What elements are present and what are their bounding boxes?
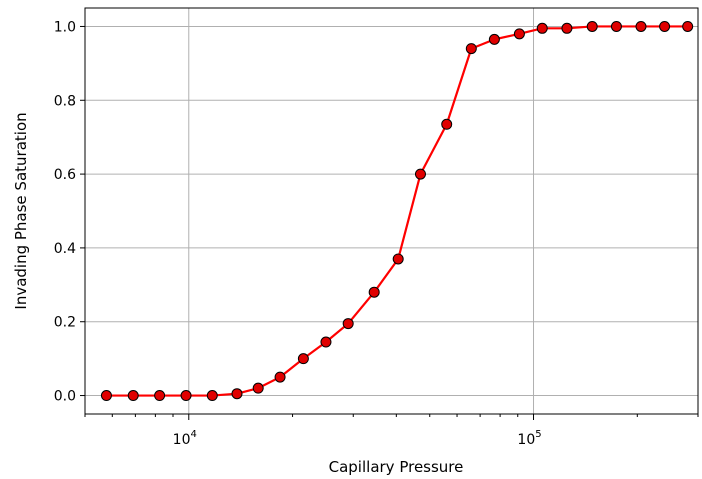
data-point-6	[252, 382, 264, 394]
data-point-18	[536, 22, 548, 34]
data-point-12	[392, 253, 404, 265]
data-point-3	[180, 390, 192, 402]
x-axis-label: Capillary Pressure	[329, 458, 464, 476]
data-point-19	[561, 22, 573, 34]
x-tick-label-0: 104	[173, 429, 197, 448]
data-point-20	[586, 20, 598, 32]
data-point-7	[274, 371, 286, 383]
data-point-21	[610, 20, 622, 32]
y-tick-label-0: 0.0	[54, 389, 76, 405]
data-point-layer	[100, 20, 694, 402]
data-point-16	[488, 33, 500, 45]
data-point-9	[320, 336, 332, 348]
data-point-5	[231, 388, 243, 400]
y-tick-label-4: 0.8	[54, 93, 76, 109]
x-tick-label-1: 105	[517, 429, 541, 448]
series-line-layer	[106, 25, 688, 397]
y-tick-label-3: 0.6	[54, 167, 76, 183]
data-point-0	[100, 390, 112, 402]
grid-lines	[85, 8, 698, 414]
y-axis-label: Invading Phase Saturation	[12, 112, 30, 309]
data-point-17	[513, 28, 525, 40]
y-tick-label-5: 1.0	[54, 19, 76, 35]
series-line	[106, 25, 688, 397]
plot-frame	[84, 7, 699, 415]
data-point-13	[414, 168, 426, 180]
data-point-14	[441, 118, 453, 130]
data-point-15	[465, 43, 477, 55]
data-point-2	[154, 390, 166, 402]
axis-ticks: 0.0 0.2 0.4 0.6 0.8 1.0 104 105	[54, 19, 699, 448]
data-point-8	[297, 353, 309, 365]
data-point-24	[682, 20, 694, 32]
data-point-23	[659, 20, 671, 32]
y-tick-label-1: 0.2	[54, 315, 76, 331]
data-point-1	[127, 390, 139, 402]
data-point-10	[342, 318, 354, 330]
data-point-4	[206, 390, 218, 402]
data-point-22	[635, 20, 647, 32]
y-tick-label-2: 0.4	[54, 241, 76, 257]
data-point-11	[368, 286, 380, 298]
